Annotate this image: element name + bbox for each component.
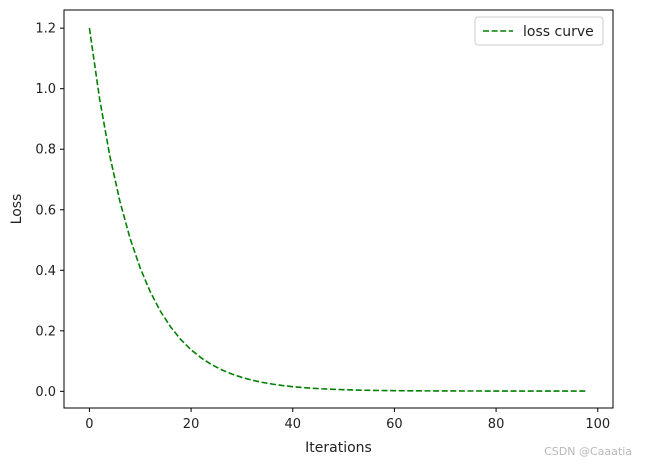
legend: loss curve [474,16,604,46]
y-axis-ticks: 0.0 0.2 0.4 0.6 0.8 1.0 1.2 [35,22,64,400]
legend-box [474,16,604,46]
x-tick-label: 80 [488,417,505,432]
x-tick-label: 0 [85,417,93,432]
plot-area-frame [63,9,614,409]
y-tick-label: 1.0 [35,82,56,97]
x-tick-label: 60 [386,417,403,432]
y-tick-label: 0.0 [35,385,56,400]
x-tick-label: 20 [183,417,200,432]
x-axis-ticks: 0 20 40 60 80 100 [85,408,610,432]
x-tick-label: 40 [284,417,301,432]
x-axis-title: Iterations [305,440,372,456]
x-tick-label: 100 [585,417,610,432]
y-tick-label: 0.6 [35,203,56,218]
y-tick-label: 0.4 [35,264,56,279]
y-tick-label: 0.2 [35,324,56,339]
watermark-text: CSDN @Caaatia [544,445,632,458]
y-tick-label: 0.8 [35,143,56,158]
y-tick-label: 1.2 [35,22,56,37]
plot-marks [88,28,588,392]
y-axis-title: Loss [9,194,25,225]
legend-label: loss curve [523,24,594,40]
series-line-loss-curve [88,28,588,392]
